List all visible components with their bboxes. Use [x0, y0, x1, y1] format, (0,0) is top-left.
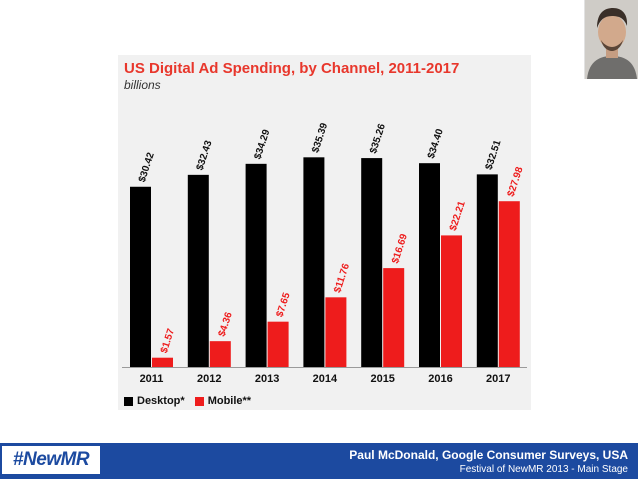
- bar-mobile-2014: [325, 297, 347, 367]
- bar-mobile-2013: [267, 321, 289, 367]
- bar-desktop-2013: [245, 163, 267, 367]
- speaker-photo: [584, 0, 638, 79]
- bar-desktop-2016: [419, 163, 440, 367]
- data-label-mobile-2015: $16.69: [390, 232, 410, 265]
- chart-title: US Digital Ad Spending, by Channel, 2011…: [124, 60, 460, 77]
- bar-mobile-2016: [441, 235, 462, 367]
- chart-panel: US Digital Ad Spending, by Channel, 2011…: [118, 55, 531, 410]
- bar-desktop-2012: [187, 174, 209, 367]
- x-tick-label-2015: 2015: [370, 373, 394, 385]
- data-label-desktop-2016: $34.40: [426, 127, 446, 160]
- data-label-mobile-2012: $4.36: [217, 310, 235, 338]
- legend-label-desktop: Desktop*: [137, 395, 185, 407]
- x-tick-label-2017: 2017: [486, 373, 510, 385]
- chart-legend: Desktop* Mobile**: [124, 394, 261, 408]
- x-tick-label-2016: 2016: [428, 373, 452, 385]
- data-label-mobile-2013: $7.65: [274, 291, 292, 319]
- bar-mobile-2015: [383, 268, 405, 367]
- data-label-desktop-2012: $32.43: [195, 139, 215, 172]
- bar-desktop-2017: [476, 174, 498, 367]
- data-label-desktop-2013: $34.29: [252, 128, 272, 161]
- legend-label-mobile: Mobile**: [207, 395, 252, 407]
- legend-swatch-desktop: [124, 396, 133, 406]
- bar-desktop-2014: [303, 157, 325, 367]
- data-label-desktop-2011: $30.42: [137, 151, 157, 184]
- data-label-mobile-2011: $1.57: [159, 327, 177, 355]
- data-label-desktop-2017: $32.51: [484, 138, 504, 171]
- chart-subtitle: billions: [124, 78, 161, 92]
- bar-mobile-2011: [152, 357, 173, 367]
- data-label-mobile-2014: $11.76: [332, 262, 352, 294]
- speaker-credit: Paul McDonald, Google Consumer Surveys, …: [349, 448, 628, 462]
- x-tick-label-2011: 2011: [140, 373, 164, 385]
- event-name: Festival of NewMR 2013 - Main Stage: [459, 464, 628, 475]
- bar-chart-plot: $30.42 $1.57 2011 $32.43 $4.36 2012 $34.29 $7.6…: [122, 121, 527, 385]
- bar-mobile-2012: [209, 341, 231, 367]
- bar-desktop-2011: [130, 186, 151, 367]
- x-tick-label-2012: 2012: [197, 373, 221, 385]
- data-label-desktop-2015: $35.26: [368, 122, 388, 155]
- footer-band: #NewMR Paul McDonald, Google Consumer Su…: [0, 443, 638, 479]
- data-label-desktop-2014: $35.39: [310, 121, 330, 154]
- bar-mobile-2017: [498, 201, 520, 367]
- bar-desktop-2015: [361, 158, 383, 367]
- legend-item-desktop: Desktop*: [124, 395, 185, 407]
- x-tick-label-2014: 2014: [313, 373, 338, 385]
- speaker-photo-image: [585, 0, 638, 79]
- data-label-mobile-2017: $27.98: [506, 165, 526, 198]
- x-tick-label-2013: 2013: [255, 373, 279, 385]
- data-label-mobile-2016: $22.21: [448, 199, 468, 232]
- legend-swatch-mobile: [194, 396, 204, 406]
- newmr-logo: #NewMR: [2, 446, 100, 474]
- legend-item-mobile: Mobile**: [194, 395, 252, 407]
